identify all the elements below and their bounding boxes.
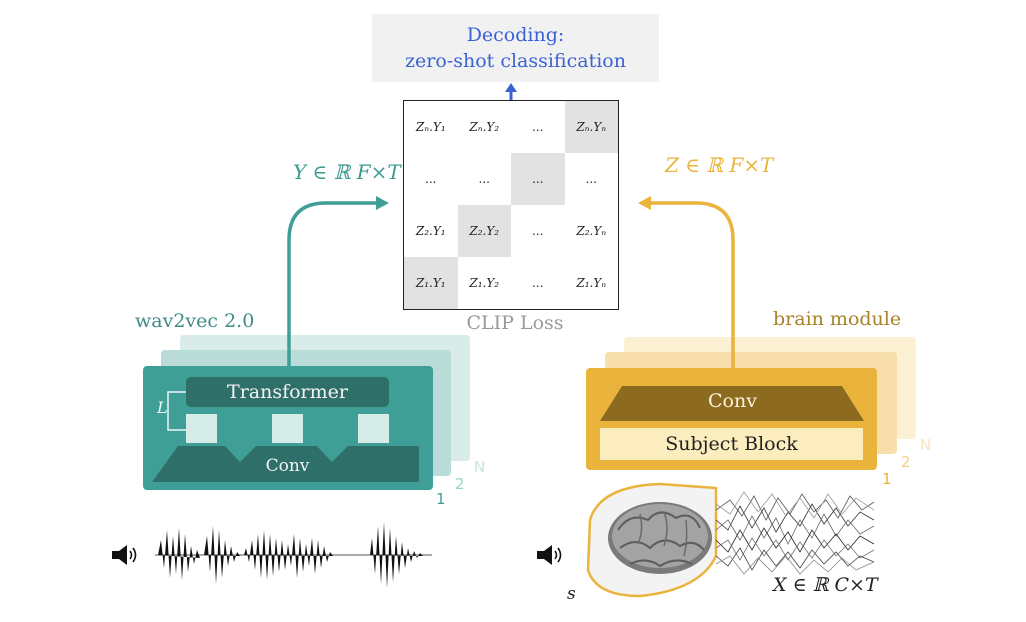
feature-square xyxy=(186,414,217,443)
audio-waveform xyxy=(155,522,432,588)
decoding-title: Decoding: xyxy=(466,24,565,46)
matrix-cell: Z₂.Y₁ xyxy=(415,224,446,238)
matrix-cell-diagonal: Z₂.Y₂ xyxy=(457,205,511,257)
subject-block: Subject Block xyxy=(600,428,863,460)
brain-stack-index: N xyxy=(920,436,932,454)
brain-stack-index: 2 xyxy=(901,453,911,471)
y-arrow xyxy=(287,201,376,366)
feature-square xyxy=(272,414,303,443)
matrix-cell: ... xyxy=(532,224,544,238)
wav2vec-stack-index: 2 xyxy=(455,475,465,493)
wav2vec-conv-notch xyxy=(315,444,350,462)
layer-count-label: L xyxy=(157,398,168,417)
z-arrow xyxy=(651,201,735,368)
wav2vec-conv-trapezoid xyxy=(152,446,419,482)
matrix-cell: Zₙ.Y₂ xyxy=(469,120,500,134)
clip-loss-label: CLIP Loss xyxy=(466,312,564,334)
matrix-cell-diagonal: Zₙ.Yₙ xyxy=(564,101,618,153)
speaker-icon xyxy=(537,545,562,565)
brain-module-title: brain module xyxy=(773,308,902,330)
decoding-arrowhead xyxy=(505,83,517,92)
matrix-cell-diagonal: ... xyxy=(511,153,565,205)
matrix-cell: ... xyxy=(532,120,544,134)
decoding-box: Decoding: zero-shot classification xyxy=(372,14,659,82)
feature-square xyxy=(358,414,389,443)
wav2vec-stack-index: N xyxy=(474,458,486,476)
similarity-matrix: Zₙ.Y₁ Zₙ.Y₂ ... Zₙ.Yₙ ... ... ... ... Z₂… xyxy=(403,100,619,310)
matrix-cell: ... xyxy=(478,172,490,186)
brain-conv-label: Conv xyxy=(708,390,757,412)
matrix-cell: ... xyxy=(585,172,597,186)
z-embedding-label: Z ∈ ℝ F×T xyxy=(665,153,774,177)
decoding-subtitle: zero-shot classification xyxy=(405,50,626,72)
y-embedding-label: Y ∈ ℝ F×T xyxy=(293,160,401,184)
wav2vec-conv-label: Conv xyxy=(265,456,310,476)
layer-loop-arrow xyxy=(167,391,186,431)
wav2vec-title: wav2vec 2.0 xyxy=(135,310,255,332)
matrix-cell: ... xyxy=(532,276,544,290)
brain-conv-trapezoid xyxy=(600,386,864,421)
subject-label: s xyxy=(567,584,576,604)
brain-signal-traces xyxy=(715,491,875,575)
matrix-cell: Z₁.Yₙ xyxy=(576,276,607,290)
matrix-cell: Z₂.Yₙ xyxy=(576,224,607,238)
wav2vec-stack-index: 1 xyxy=(436,490,446,508)
brain-image xyxy=(608,502,712,574)
z-arrowhead xyxy=(638,196,651,210)
y-arrowhead xyxy=(376,196,389,210)
matrix-cell: Zₙ.Y₁ xyxy=(415,120,446,134)
speaker-icon xyxy=(112,545,137,565)
x-input-label: X ∈ ℝ C×T xyxy=(773,574,878,596)
wav2vec-conv-notch xyxy=(223,444,258,462)
brain-stack-index: 1 xyxy=(882,470,892,488)
matrix-cell-diagonal: Z₁.Y₁ xyxy=(404,257,458,309)
transformer-block: Transformer xyxy=(186,377,389,407)
matrix-cell: ... xyxy=(425,172,437,186)
matrix-cell: Z₁.Y₂ xyxy=(469,276,500,290)
